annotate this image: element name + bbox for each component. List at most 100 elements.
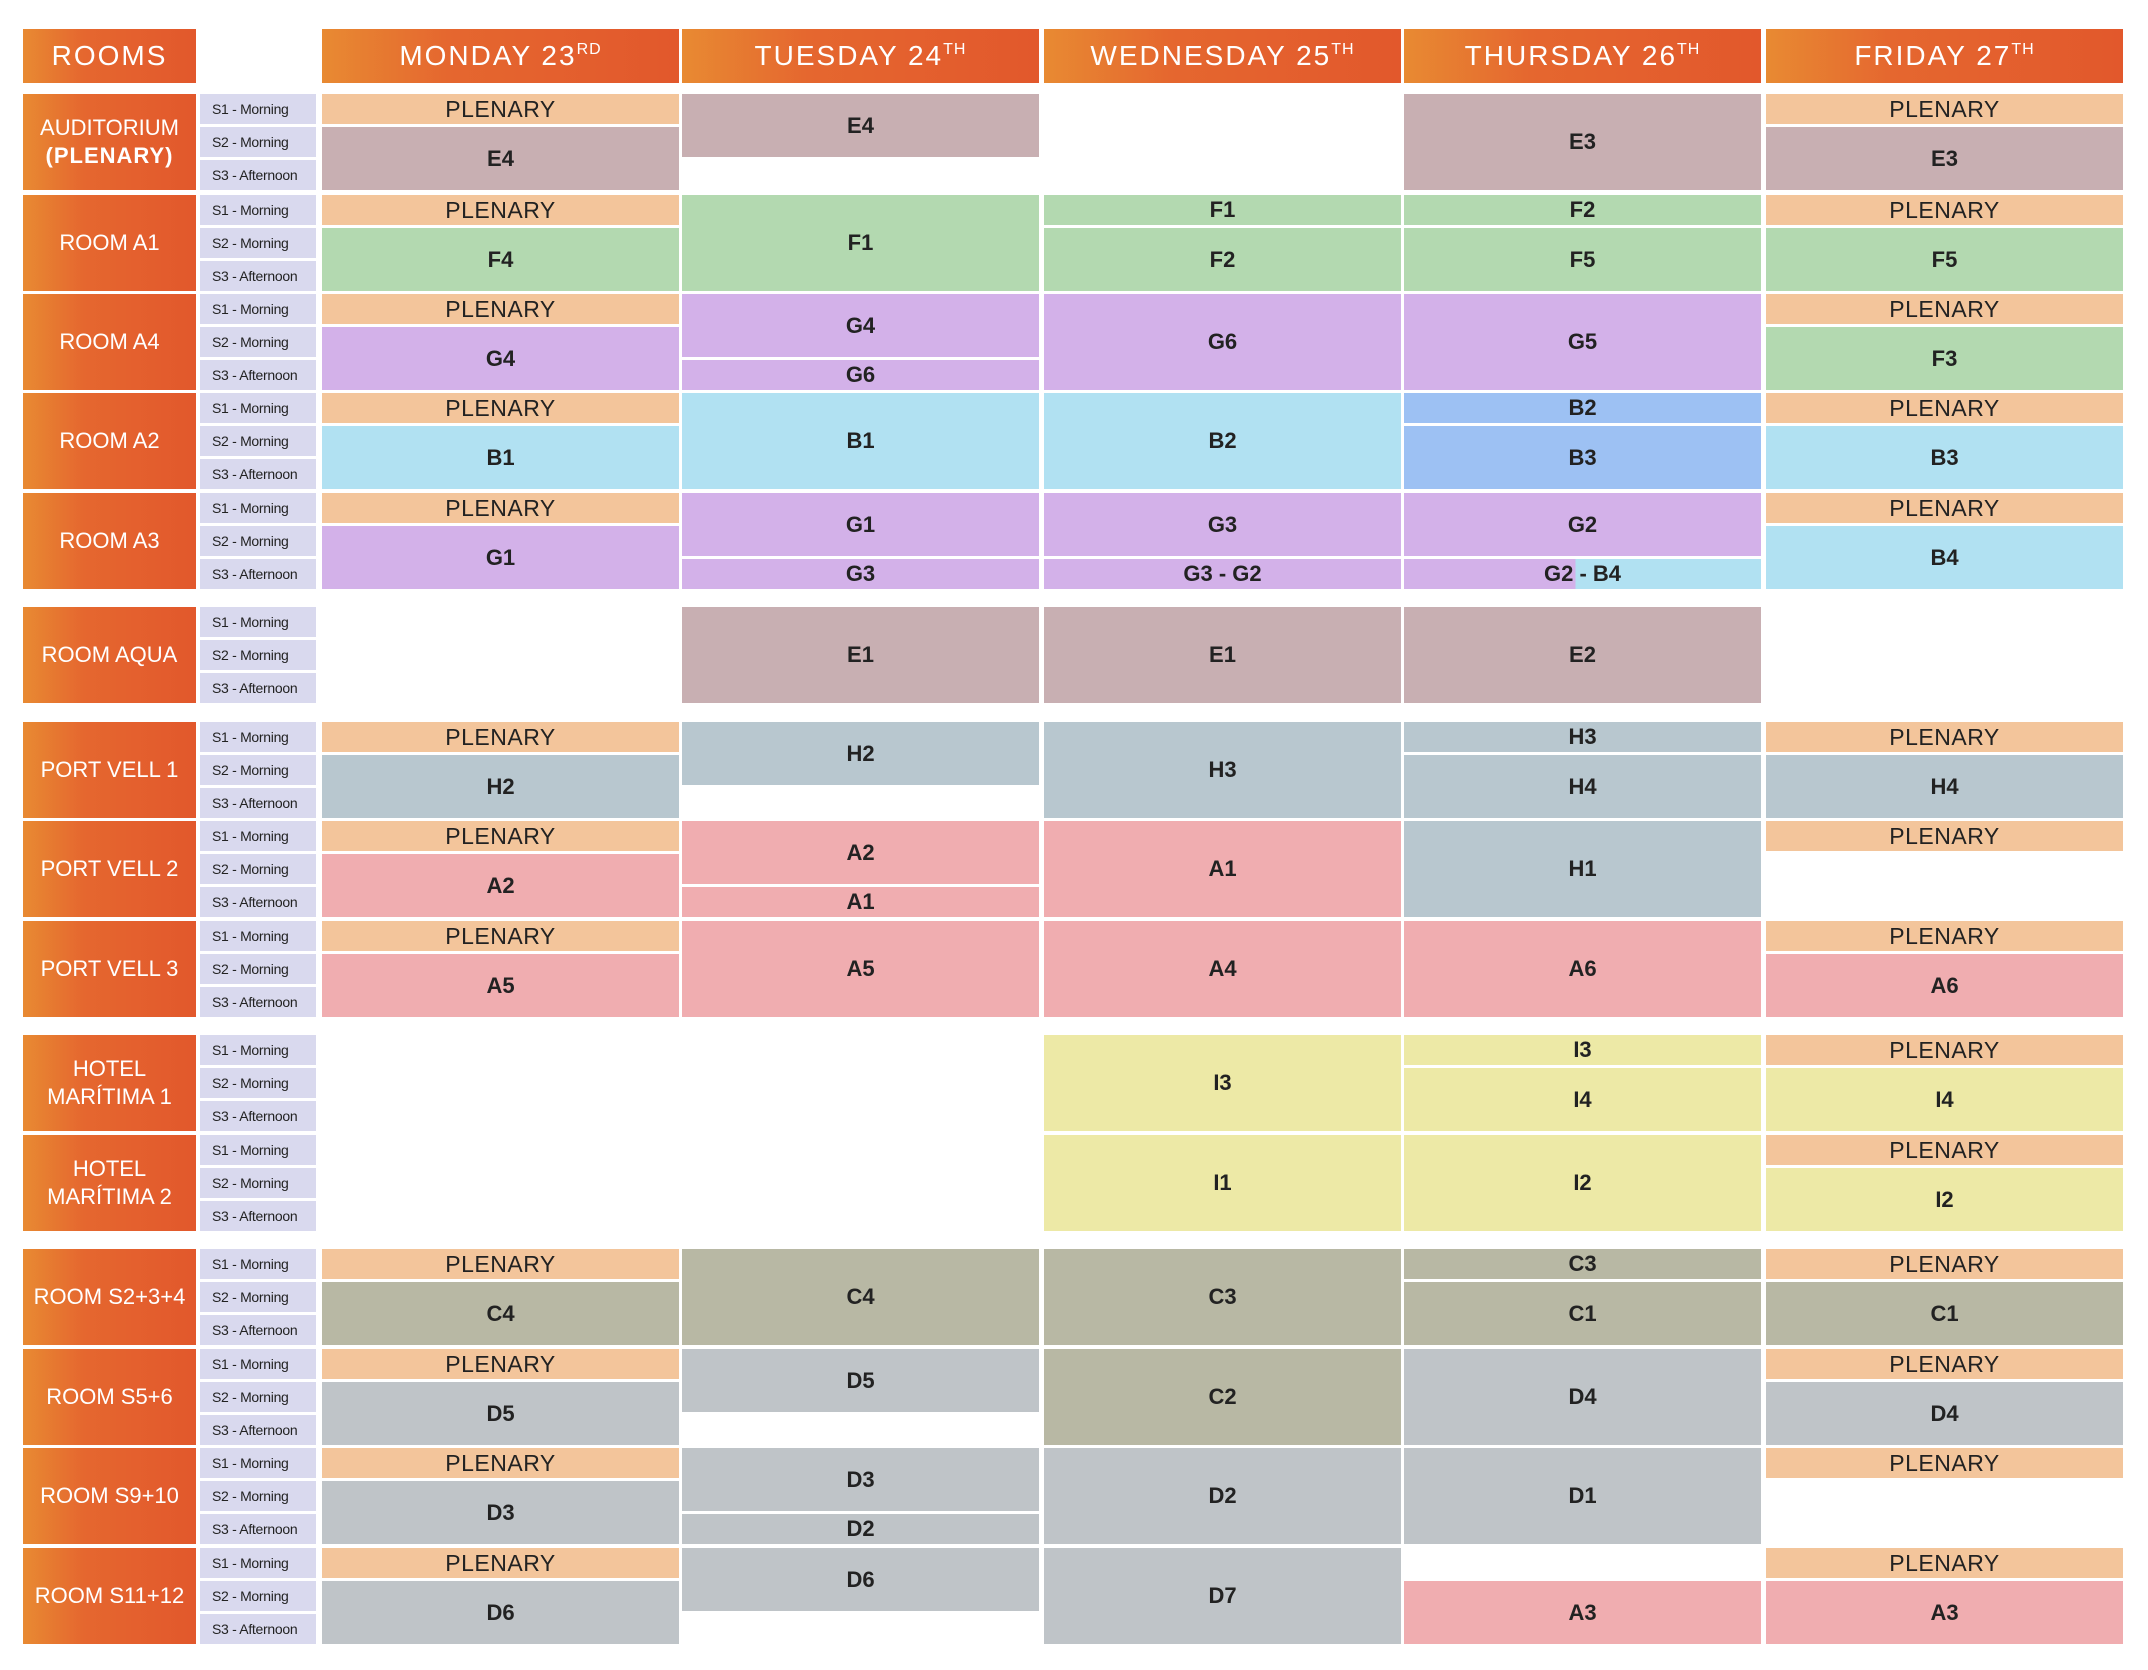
session-block[interactable]: A6: [1404, 921, 1761, 1017]
session-block[interactable]: I3: [1404, 1035, 1761, 1065]
session-block[interactable]: C1: [1404, 1282, 1761, 1345]
session-block[interactable]: E3: [1766, 127, 2123, 190]
session-block[interactable]: D3: [682, 1448, 1039, 1511]
session-block[interactable]: G3: [1044, 493, 1401, 556]
plenary-session[interactable]: PLENARY: [322, 493, 679, 523]
plenary-session[interactable]: PLENARY: [1766, 722, 2123, 752]
plenary-session[interactable]: PLENARY: [322, 1448, 679, 1478]
session-block[interactable]: G4: [682, 294, 1039, 357]
session-block[interactable]: I3: [1044, 1035, 1401, 1131]
session-block[interactable]: A5: [322, 954, 679, 1017]
session-block[interactable]: D4: [1404, 1349, 1761, 1445]
session-block[interactable]: H2: [682, 722, 1039, 785]
session-block[interactable]: E1: [1044, 607, 1401, 703]
session-block[interactable]: G3 - G2: [1044, 559, 1401, 589]
session-block[interactable]: F5: [1766, 228, 2123, 291]
session-block[interactable]: G6: [682, 360, 1039, 390]
session-block[interactable]: F4: [322, 228, 679, 291]
plenary-session[interactable]: PLENARY: [322, 722, 679, 752]
plenary-session[interactable]: PLENARY: [1766, 1035, 2123, 1065]
session-block[interactable]: A5: [682, 921, 1039, 1017]
plenary-session[interactable]: PLENARY: [1766, 1349, 2123, 1379]
plenary-session[interactable]: PLENARY: [1766, 393, 2123, 423]
plenary-session[interactable]: PLENARY: [1766, 1548, 2123, 1578]
session-block[interactable]: G5: [1404, 294, 1761, 390]
session-block[interactable]: I4: [1404, 1068, 1761, 1131]
session-block[interactable]: A3: [1404, 1581, 1761, 1644]
plenary-session[interactable]: PLENARY: [1766, 921, 2123, 951]
session-block[interactable]: B1: [322, 426, 679, 489]
session-block[interactable]: C1: [1766, 1282, 2123, 1345]
plenary-session[interactable]: PLENARY: [322, 1349, 679, 1379]
plenary-session[interactable]: PLENARY: [1766, 294, 2123, 324]
session-block[interactable]: D1: [1404, 1448, 1761, 1544]
session-block[interactable]: D4: [1766, 1382, 2123, 1445]
session-block[interactable]: H4: [1766, 755, 2123, 818]
session-block[interactable]: A1: [1044, 821, 1401, 917]
session-block[interactable]: H1: [1404, 821, 1761, 917]
session-block[interactable]: H2: [322, 755, 679, 818]
plenary-session[interactable]: PLENARY: [1766, 821, 2123, 851]
plenary-session[interactable]: PLENARY: [1766, 1135, 2123, 1165]
session-block[interactable]: I4: [1766, 1068, 2123, 1131]
session-block[interactable]: F2: [1044, 228, 1401, 291]
plenary-session[interactable]: PLENARY: [322, 195, 679, 225]
session-block[interactable]: B2: [1404, 393, 1761, 423]
session-block[interactable]: F1: [1044, 195, 1401, 225]
session-block[interactable]: G6: [1044, 294, 1401, 390]
session-block[interactable]: D6: [682, 1548, 1039, 1611]
session-block[interactable]: H3: [1044, 722, 1401, 818]
session-block[interactable]: C3: [1404, 1249, 1761, 1279]
session-block[interactable]: H3: [1404, 722, 1761, 752]
plenary-session[interactable]: PLENARY: [1766, 1448, 2123, 1478]
session-block[interactable]: H4: [1404, 755, 1761, 818]
session-block[interactable]: A1: [682, 887, 1039, 917]
session-block[interactable]: E2: [1404, 607, 1761, 703]
session-block[interactable]: A2: [322, 854, 679, 917]
session-block[interactable]: F3: [1766, 327, 2123, 390]
session-block[interactable]: F5: [1404, 228, 1761, 291]
session-block[interactable]: A2: [682, 821, 1039, 884]
plenary-session[interactable]: PLENARY: [322, 821, 679, 851]
session-block[interactable]: E1: [682, 607, 1039, 703]
plenary-session[interactable]: PLENARY: [322, 294, 679, 324]
session-block[interactable]: C2: [1044, 1349, 1401, 1445]
session-block[interactable]: B2: [1044, 393, 1401, 489]
session-block[interactable]: D6: [322, 1581, 679, 1644]
session-block[interactable]: A3: [1766, 1581, 2123, 1644]
session-block[interactable]: D2: [682, 1514, 1039, 1544]
session-block[interactable]: B1: [682, 393, 1039, 489]
plenary-session[interactable]: PLENARY: [1766, 195, 2123, 225]
session-block[interactable]: A4: [1044, 921, 1401, 1017]
session-block[interactable]: G1: [322, 526, 679, 589]
session-block[interactable]: G2 - B4: [1404, 559, 1761, 589]
plenary-session[interactable]: PLENARY: [322, 94, 679, 124]
session-block[interactable]: I2: [1404, 1135, 1761, 1231]
session-block[interactable]: I1: [1044, 1135, 1401, 1231]
session-block[interactable]: E3: [1404, 94, 1761, 190]
session-block[interactable]: E4: [322, 127, 679, 190]
session-block[interactable]: B4: [1766, 526, 2123, 589]
session-block[interactable]: D7: [1044, 1548, 1401, 1644]
session-block[interactable]: G1: [682, 493, 1039, 556]
session-block[interactable]: B3: [1766, 426, 2123, 489]
session-block[interactable]: C4: [682, 1249, 1039, 1345]
session-block[interactable]: D5: [682, 1349, 1039, 1412]
session-block[interactable]: F1: [682, 195, 1039, 291]
plenary-session[interactable]: PLENARY: [322, 1548, 679, 1578]
session-block[interactable]: E4: [682, 94, 1039, 157]
plenary-session[interactable]: PLENARY: [1766, 1249, 2123, 1279]
session-block[interactable]: G4: [322, 327, 679, 390]
session-block[interactable]: A6: [1766, 954, 2123, 1017]
session-block[interactable]: I2: [1766, 1168, 2123, 1231]
plenary-session[interactable]: PLENARY: [322, 393, 679, 423]
session-block[interactable]: D2: [1044, 1448, 1401, 1544]
session-block[interactable]: D3: [322, 1481, 679, 1544]
plenary-session[interactable]: PLENARY: [322, 1249, 679, 1279]
plenary-session[interactable]: PLENARY: [322, 921, 679, 951]
session-block[interactable]: C4: [322, 1282, 679, 1345]
session-block[interactable]: D5: [322, 1382, 679, 1445]
plenary-session[interactable]: PLENARY: [1766, 94, 2123, 124]
plenary-session[interactable]: PLENARY: [1766, 493, 2123, 523]
session-block[interactable]: F2: [1404, 195, 1761, 225]
